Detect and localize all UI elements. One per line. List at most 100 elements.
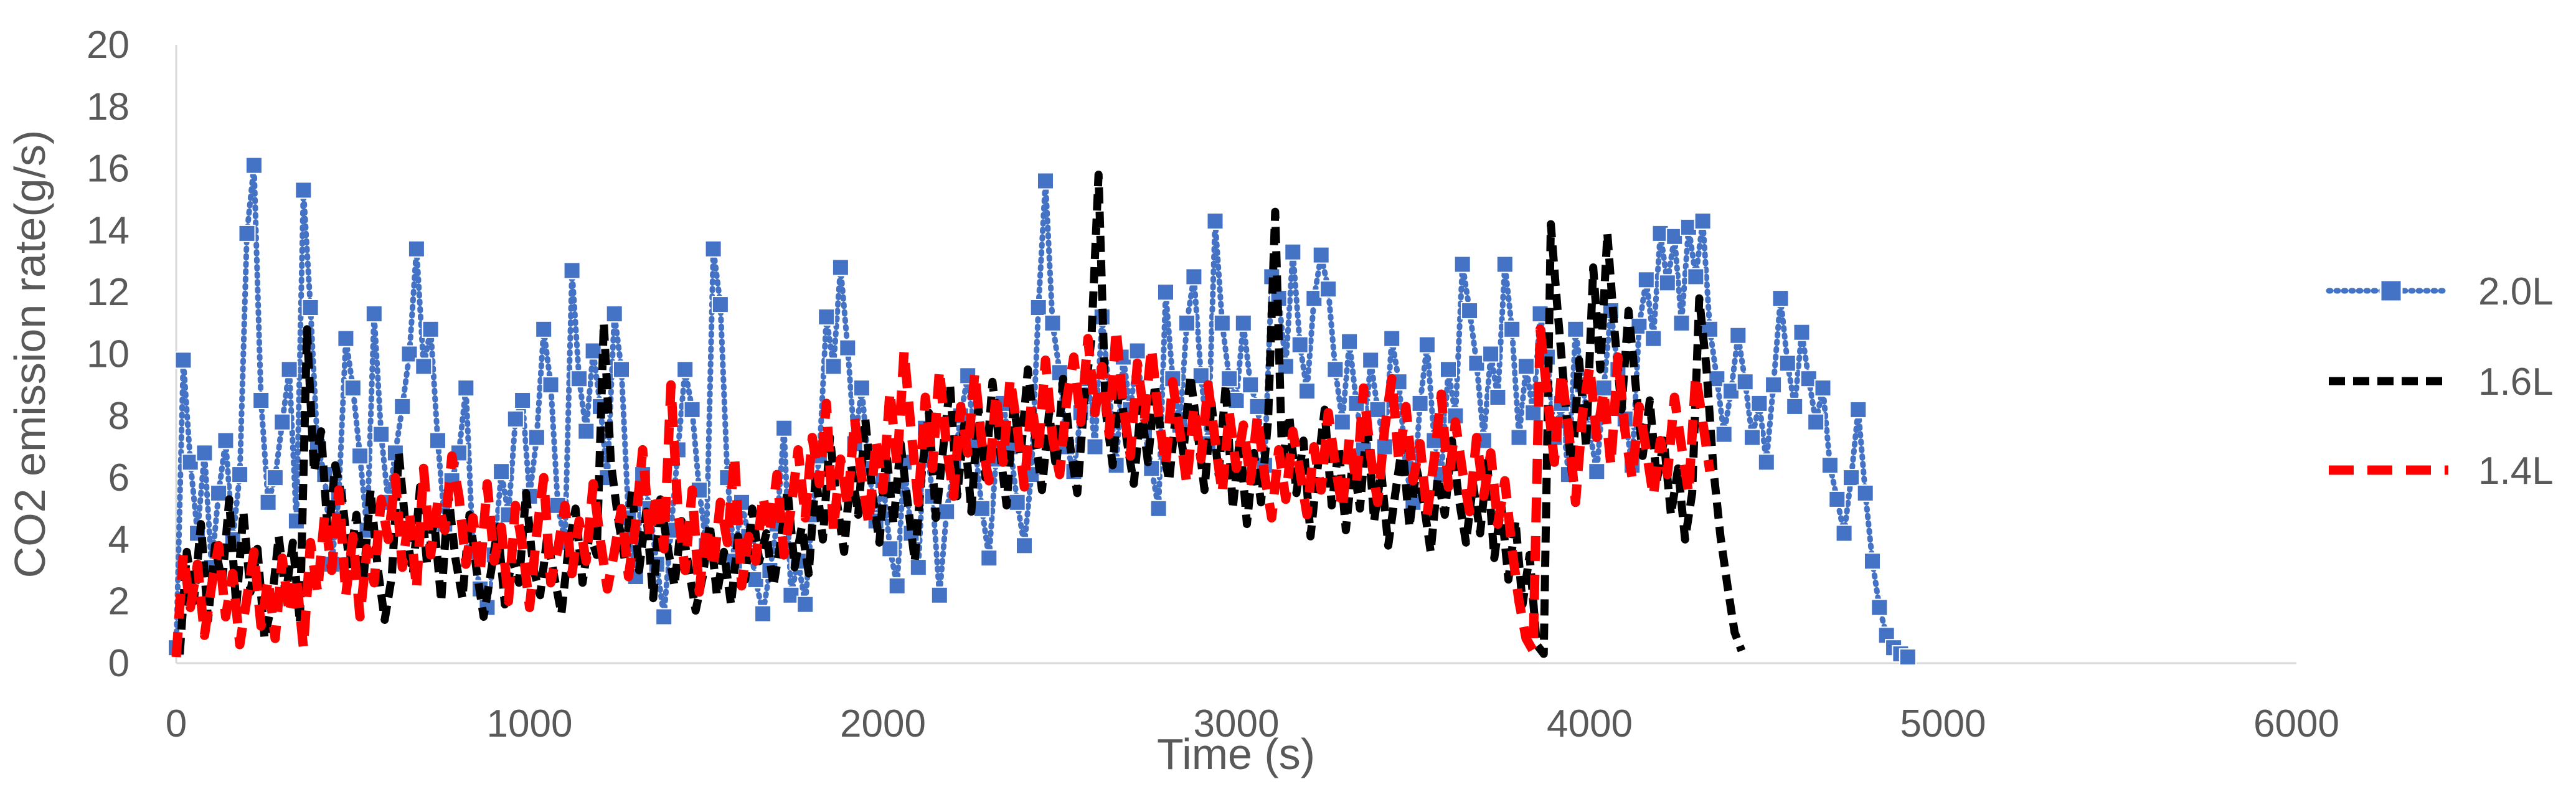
data-point <box>1517 357 1535 375</box>
data-point <box>365 305 383 323</box>
data-point <box>217 432 235 450</box>
data-point <box>1651 224 1669 242</box>
data-point <box>1375 438 1394 456</box>
data-point <box>1503 320 1521 338</box>
data-point <box>1567 320 1585 338</box>
data-point <box>852 379 870 397</box>
legend-swatch-marker <box>2379 279 2403 303</box>
data-point <box>1708 370 1726 388</box>
data-point <box>422 320 440 338</box>
data-point <box>1856 484 1874 502</box>
y-tick-label: 0 <box>108 642 130 685</box>
data-point <box>1849 400 1867 418</box>
data-point <box>1715 425 1733 443</box>
legend-label: 1.6L <box>2478 361 2554 404</box>
data-point <box>1694 212 1712 230</box>
data-point <box>704 240 722 258</box>
data-point <box>238 224 256 242</box>
data-point <box>1206 212 1224 230</box>
x-tick-label: 1000 <box>487 702 573 745</box>
y-tick-label: 6 <box>108 456 130 499</box>
data-point <box>514 392 532 409</box>
data-point <box>429 432 446 450</box>
series-layer <box>167 156 1917 666</box>
data-point <box>1008 493 1026 511</box>
data-point <box>1814 379 1832 397</box>
data-point <box>1326 361 1344 379</box>
series-1.4L <box>171 324 1715 658</box>
data-point <box>1411 394 1429 412</box>
data-point <box>824 357 842 375</box>
data-point <box>754 605 772 623</box>
data-point <box>245 156 263 174</box>
data-point <box>1016 537 1033 555</box>
y-tick-label: 18 <box>87 85 130 128</box>
data-point <box>782 586 800 604</box>
data-point <box>1227 392 1245 409</box>
data-point <box>301 299 319 316</box>
y-tick-label: 12 <box>87 271 130 314</box>
data-point <box>1729 326 1747 344</box>
legend: 2.0L 1.6L 1.4L <box>2326 270 2554 493</box>
data-point <box>372 425 390 443</box>
data-point <box>351 447 369 465</box>
data-point <box>1291 336 1309 354</box>
data-point <box>1722 382 1740 400</box>
data-point <box>1743 428 1761 446</box>
data-point <box>1369 400 1387 418</box>
data-point <box>1496 255 1514 273</box>
data-point <box>1489 389 1507 406</box>
data-point <box>1757 453 1775 471</box>
data-point <box>1658 274 1676 292</box>
data-point <box>796 595 814 613</box>
data-point <box>1305 290 1323 308</box>
series-line-1.4L <box>171 324 1715 658</box>
x-axis-title: Time (s) <box>1157 730 1315 778</box>
data-point <box>1044 314 1062 332</box>
data-point <box>1128 342 1146 360</box>
data-point <box>938 503 956 521</box>
data-point <box>1687 268 1705 286</box>
x-tick-label: 4000 <box>1547 702 1633 745</box>
data-point <box>655 608 673 626</box>
y-tick-label: 20 <box>87 24 130 67</box>
data-point <box>535 320 553 338</box>
data-point <box>1772 290 1790 308</box>
data-point <box>1778 354 1796 372</box>
data-point <box>1418 336 1436 354</box>
data-point <box>394 397 412 415</box>
data-point <box>1871 598 1889 616</box>
data-point <box>252 392 270 409</box>
y-tick-label: 14 <box>87 209 130 252</box>
data-point <box>1637 271 1655 289</box>
data-point <box>1440 361 1457 379</box>
data-point <box>909 559 927 577</box>
legend-label: 1.4L <box>2478 450 2554 493</box>
data-point <box>1362 351 1380 369</box>
data-point <box>542 376 560 394</box>
data-point <box>1765 376 1783 394</box>
data-point <box>1461 302 1479 319</box>
data-point <box>1213 314 1231 332</box>
data-point <box>295 181 313 199</box>
data-point <box>747 570 765 588</box>
data-point <box>174 351 192 369</box>
data-point <box>711 296 729 314</box>
data-point <box>415 357 433 375</box>
data-point <box>407 240 425 258</box>
data-point <box>493 463 511 481</box>
data-point <box>527 428 545 446</box>
data-point <box>683 400 701 418</box>
y-axis-ticks: 0 2 4 6 8 10 12 14 16 18 20 <box>87 24 130 685</box>
data-point <box>1319 280 1338 298</box>
y-axis-title: CO2 emission rate(g/s) <box>6 130 54 578</box>
data-point <box>1510 428 1528 446</box>
data-point <box>1298 382 1316 400</box>
data-point <box>973 499 991 517</box>
data-point <box>605 305 623 323</box>
data-point <box>1312 246 1330 264</box>
series-1.6L <box>176 171 1746 658</box>
data-point <box>1333 413 1351 431</box>
data-point <box>196 444 214 462</box>
data-point <box>506 410 524 428</box>
